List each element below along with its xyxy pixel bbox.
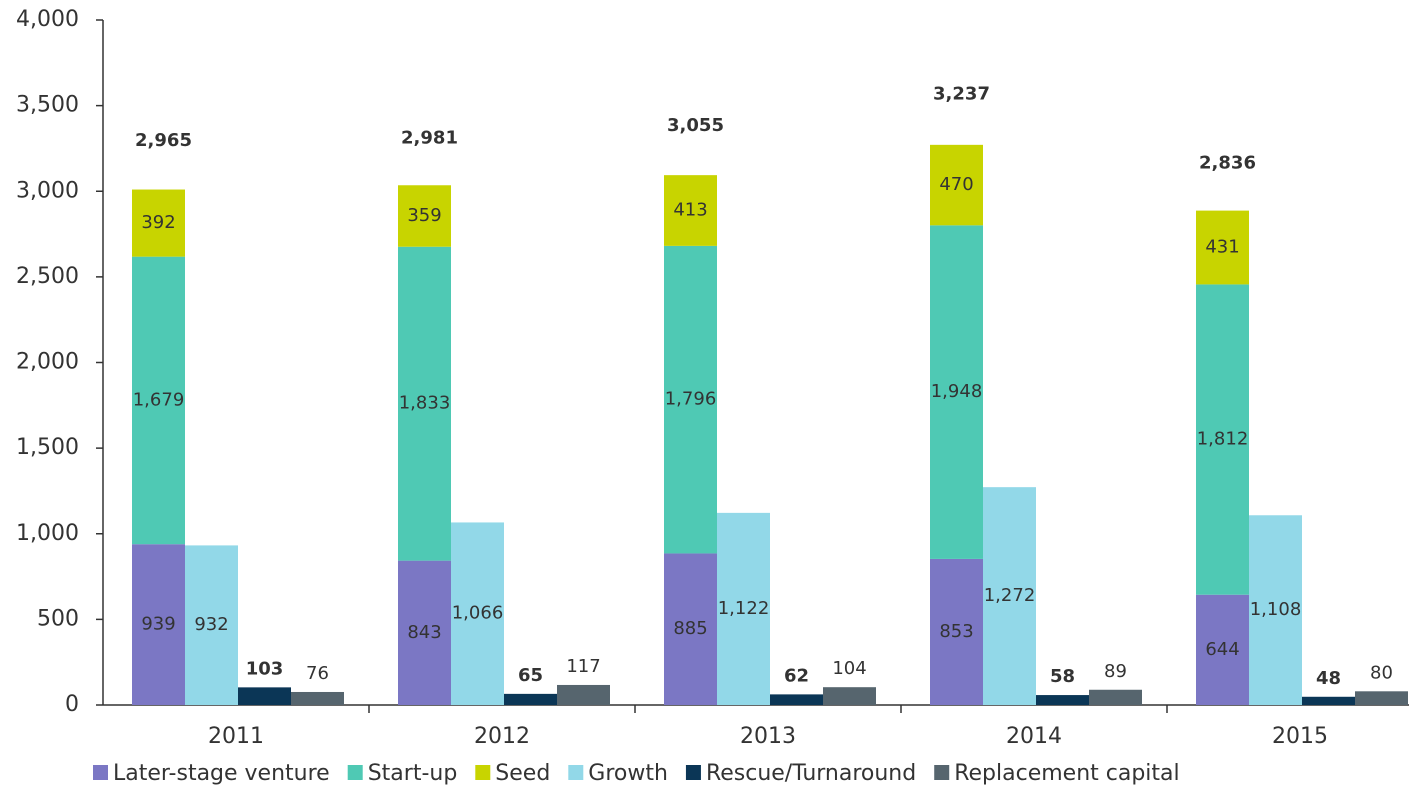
bar-segment: [930, 144, 983, 226]
data-label: 103: [246, 658, 284, 679]
data-label: 65: [518, 665, 543, 686]
data-label: 470: [939, 174, 973, 195]
bar-segment: [664, 245, 717, 554]
bar-segment: [132, 189, 185, 257]
total-label: 2,981: [401, 128, 458, 149]
bar-segment: [132, 544, 185, 705]
legend-swatch: [934, 765, 950, 780]
total-label: 2,836: [1199, 152, 1256, 173]
bar-segment: [664, 175, 717, 246]
bar-segment: [1196, 284, 1249, 595]
data-label: 117: [566, 656, 600, 677]
bar-segment: [451, 522, 504, 705]
data-label: 932: [194, 614, 228, 635]
bar-segment: [823, 687, 876, 705]
data-label: 1,833: [399, 393, 451, 414]
total-label: 2,965: [135, 130, 192, 151]
bar-segment: [1302, 696, 1355, 705]
total-label: 3,237: [933, 84, 990, 105]
bar-segment: [1196, 210, 1249, 285]
bar-segment: [664, 553, 717, 705]
total-label: 3,055: [667, 115, 724, 136]
x-tick-label: 2012: [474, 724, 530, 749]
data-label: 62: [784, 665, 809, 686]
data-label: 58: [1050, 666, 1075, 687]
bar-segment: [1249, 515, 1302, 705]
data-label: 1,108: [1250, 599, 1302, 620]
data-label: 843: [407, 622, 441, 643]
data-label: 1,679: [133, 389, 185, 410]
data-label: 76: [306, 663, 329, 684]
y-tick-label: 500: [37, 606, 79, 631]
legend-swatch: [685, 765, 701, 780]
legend-label: Start-up: [368, 761, 458, 786]
data-label: 104: [832, 658, 866, 679]
y-tick-label: 1,500: [16, 435, 79, 460]
data-label: 1,948: [931, 381, 983, 402]
legend-swatch: [93, 765, 108, 780]
bar-segment: [398, 185, 451, 247]
x-tick-label: 2011: [208, 724, 264, 749]
data-label: 80: [1370, 662, 1393, 683]
data-label: 1,272: [984, 585, 1036, 606]
legend-label: Rescue/Turnaround: [706, 761, 916, 786]
x-tick-label: 2013: [740, 724, 796, 749]
data-label: 1,122: [718, 598, 770, 619]
data-label: 392: [141, 212, 175, 233]
data-label: 1,812: [1197, 429, 1249, 450]
bar-segment: [238, 687, 291, 705]
y-tick-label: 2,500: [16, 264, 79, 289]
data-label: 1,796: [665, 389, 717, 410]
legend-label: Seed: [495, 761, 550, 786]
data-label: 853: [939, 621, 973, 642]
data-label: 939: [141, 614, 175, 635]
bar-segment: [185, 545, 238, 705]
y-tick-label: 3,000: [16, 178, 79, 203]
y-tick-label: 1,000: [16, 521, 79, 546]
x-tick-label: 2014: [1006, 724, 1062, 749]
y-tick-label: 2,000: [16, 350, 79, 375]
data-label: 885: [673, 618, 707, 639]
data-label: 431: [1205, 237, 1239, 258]
data-label: 89: [1104, 661, 1127, 682]
bar-segment: [717, 512, 770, 705]
data-label: 644: [1205, 639, 1239, 660]
legend-label: Growth: [588, 761, 668, 786]
bar-segment: [1355, 691, 1408, 705]
legend-label: Later-stage venture: [113, 761, 330, 786]
data-label: 1,066: [452, 603, 504, 624]
y-tick-label: 4,000: [16, 7, 79, 32]
data-label: 413: [673, 200, 707, 221]
legend-swatch: [475, 765, 491, 780]
bar-segment: [398, 246, 451, 561]
y-tick-label: 3,500: [16, 93, 79, 118]
legend-swatch: [347, 765, 363, 780]
legend-label: Replacement capital: [954, 761, 1179, 786]
bar-segment: [398, 560, 451, 705]
bar-segment: [291, 691, 344, 705]
bar-segment: [770, 694, 823, 705]
bar-segment: [1089, 689, 1142, 705]
bar-segment: [930, 225, 983, 559]
legend-swatch: [568, 765, 584, 780]
bar-segment: [504, 693, 557, 705]
bar-segment: [1196, 594, 1249, 705]
data-label: 48: [1316, 668, 1341, 689]
y-tick-label: 0: [65, 692, 79, 717]
bar-segment: [983, 487, 1036, 705]
data-label: 359: [407, 205, 441, 226]
bar-segment: [1036, 695, 1089, 705]
bar-segment: [132, 256, 185, 545]
bar-segment: [557, 684, 610, 705]
bar-segment: [930, 558, 983, 705]
x-tick-label: 2015: [1272, 724, 1328, 749]
